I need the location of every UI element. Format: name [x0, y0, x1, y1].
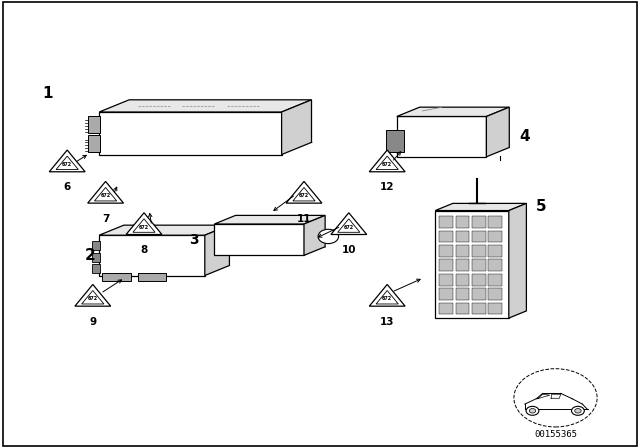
Bar	[488, 303, 502, 314]
Polygon shape	[509, 203, 526, 318]
Polygon shape	[331, 213, 367, 234]
Bar	[386, 130, 404, 152]
Bar	[488, 216, 502, 228]
Polygon shape	[126, 213, 162, 234]
Bar	[439, 259, 452, 271]
Circle shape	[318, 229, 339, 244]
Bar	[472, 303, 486, 314]
Text: 4: 4	[519, 129, 529, 144]
Polygon shape	[214, 224, 304, 255]
Text: 672: 672	[88, 296, 98, 302]
Text: 672: 672	[100, 193, 111, 198]
Bar	[488, 289, 502, 300]
Text: 672: 672	[382, 296, 392, 302]
Bar	[439, 216, 452, 228]
Bar	[472, 231, 486, 242]
Polygon shape	[369, 284, 405, 306]
Bar	[488, 231, 502, 242]
Polygon shape	[435, 203, 526, 211]
Polygon shape	[99, 100, 312, 112]
Bar	[456, 245, 469, 257]
Polygon shape	[133, 219, 155, 233]
Bar	[472, 274, 486, 286]
Polygon shape	[88, 116, 100, 133]
Polygon shape	[95, 187, 116, 201]
Bar	[92, 241, 100, 250]
Text: 672: 672	[382, 162, 392, 167]
Bar	[456, 231, 469, 242]
Polygon shape	[82, 290, 104, 304]
Bar	[439, 274, 452, 286]
Polygon shape	[435, 211, 509, 318]
Bar	[456, 303, 469, 314]
Text: 8: 8	[140, 245, 148, 255]
Polygon shape	[282, 100, 312, 155]
Bar	[472, 245, 486, 257]
Polygon shape	[99, 112, 282, 155]
Text: 672: 672	[344, 224, 354, 230]
Text: 672: 672	[139, 224, 149, 230]
Polygon shape	[369, 150, 405, 172]
Polygon shape	[88, 181, 124, 203]
Polygon shape	[49, 150, 85, 172]
Bar	[92, 253, 100, 262]
Text: 11: 11	[297, 214, 311, 224]
Bar	[439, 245, 452, 257]
Bar	[488, 274, 502, 286]
Polygon shape	[214, 215, 325, 224]
Polygon shape	[88, 135, 100, 152]
Polygon shape	[99, 235, 205, 276]
Text: 3: 3	[189, 233, 198, 247]
Text: 12: 12	[380, 182, 394, 192]
Text: 13: 13	[380, 317, 394, 327]
Bar	[472, 289, 486, 300]
Bar	[472, 259, 486, 271]
Bar	[456, 259, 469, 271]
Text: 9: 9	[89, 317, 97, 327]
Circle shape	[572, 406, 584, 415]
Bar	[456, 289, 469, 300]
Circle shape	[526, 406, 539, 415]
Polygon shape	[376, 156, 398, 170]
Text: 672: 672	[62, 162, 72, 167]
Text: 10: 10	[342, 245, 356, 255]
Bar	[439, 231, 452, 242]
Circle shape	[529, 409, 536, 413]
Polygon shape	[486, 107, 509, 157]
Text: 6: 6	[63, 182, 71, 192]
Polygon shape	[338, 219, 360, 233]
Bar	[439, 289, 452, 300]
Polygon shape	[75, 284, 111, 306]
Polygon shape	[205, 225, 230, 276]
Polygon shape	[99, 225, 230, 235]
Bar	[488, 259, 502, 271]
Polygon shape	[376, 290, 398, 304]
Bar	[472, 216, 486, 228]
Polygon shape	[286, 181, 322, 203]
Polygon shape	[138, 273, 166, 281]
Bar	[488, 245, 502, 257]
Polygon shape	[56, 156, 78, 170]
Polygon shape	[304, 215, 325, 255]
Text: 00155365: 00155365	[534, 430, 577, 439]
Polygon shape	[397, 107, 509, 116]
Polygon shape	[293, 187, 315, 201]
Polygon shape	[397, 116, 486, 157]
Text: 7: 7	[102, 214, 109, 224]
Text: 5: 5	[536, 199, 547, 215]
Bar	[439, 303, 452, 314]
Text: 672: 672	[299, 193, 309, 198]
Bar	[92, 264, 100, 273]
Text: 2: 2	[85, 248, 96, 263]
Circle shape	[575, 409, 581, 413]
Bar	[456, 216, 469, 228]
Bar	[456, 274, 469, 286]
Text: 1: 1	[43, 86, 53, 101]
Polygon shape	[102, 273, 131, 281]
